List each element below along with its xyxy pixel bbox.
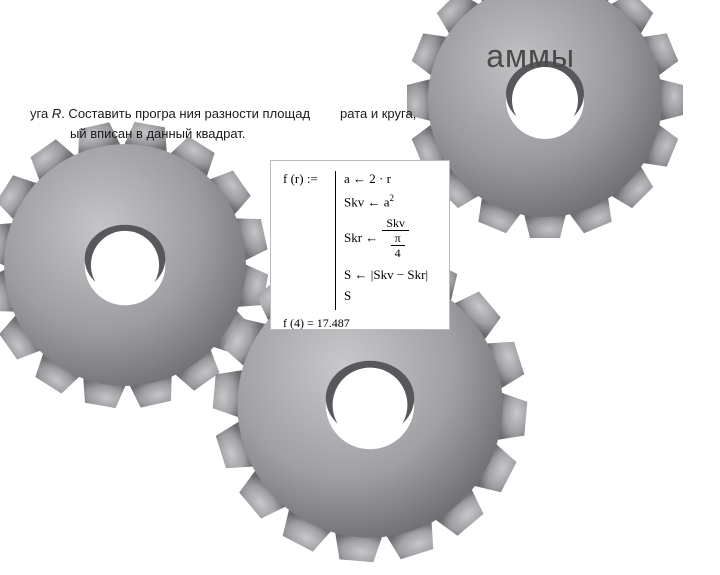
slide-title-fragment: аммы [486, 38, 575, 75]
step-skr-lhs: Skr ← [344, 230, 378, 246]
problem-line1-mid: . Составить програ [61, 106, 176, 121]
mathcad-program-box: f (r) := a ← 2 · r Skv ← a2 Skr ← Skv π … [270, 160, 450, 330]
problem-line1-tail: рата и круга, [340, 106, 416, 121]
step-s: S ← |Skv − Skr| [344, 267, 428, 283]
step-a: a ← 2 · r [344, 171, 428, 187]
frac-denominator: π 4 [382, 231, 409, 261]
problem-statement: уга R. Составить програ ния разности пло… [30, 104, 680, 143]
denominator-4: 4 [391, 246, 405, 260]
program-body: a ← 2 · r Skv ← a2 Skr ← Skv π 4 S ← |Sk… [335, 171, 428, 310]
step-skv-lhs: Skv ← a [344, 194, 390, 209]
function-definition: f (r) := [283, 171, 333, 187]
step-skv-exp: 2 [390, 193, 395, 203]
variable-R: R [52, 106, 61, 121]
function-result: f (4) = 17.487 [283, 316, 437, 331]
pi-symbol: π [391, 231, 405, 246]
step-skr: Skr ← Skv π 4 [344, 216, 428, 261]
frac-numerator: Skv [382, 216, 409, 231]
fraction: Skv π 4 [382, 216, 409, 261]
problem-line1-prefix: уга [30, 106, 52, 121]
problem-line1-end: ния разности площад [179, 106, 310, 121]
step-skv: Skv ← a2 [344, 193, 428, 210]
problem-line2: ый вписан в данный квадрат. [70, 126, 245, 141]
step-return: S [344, 288, 428, 304]
